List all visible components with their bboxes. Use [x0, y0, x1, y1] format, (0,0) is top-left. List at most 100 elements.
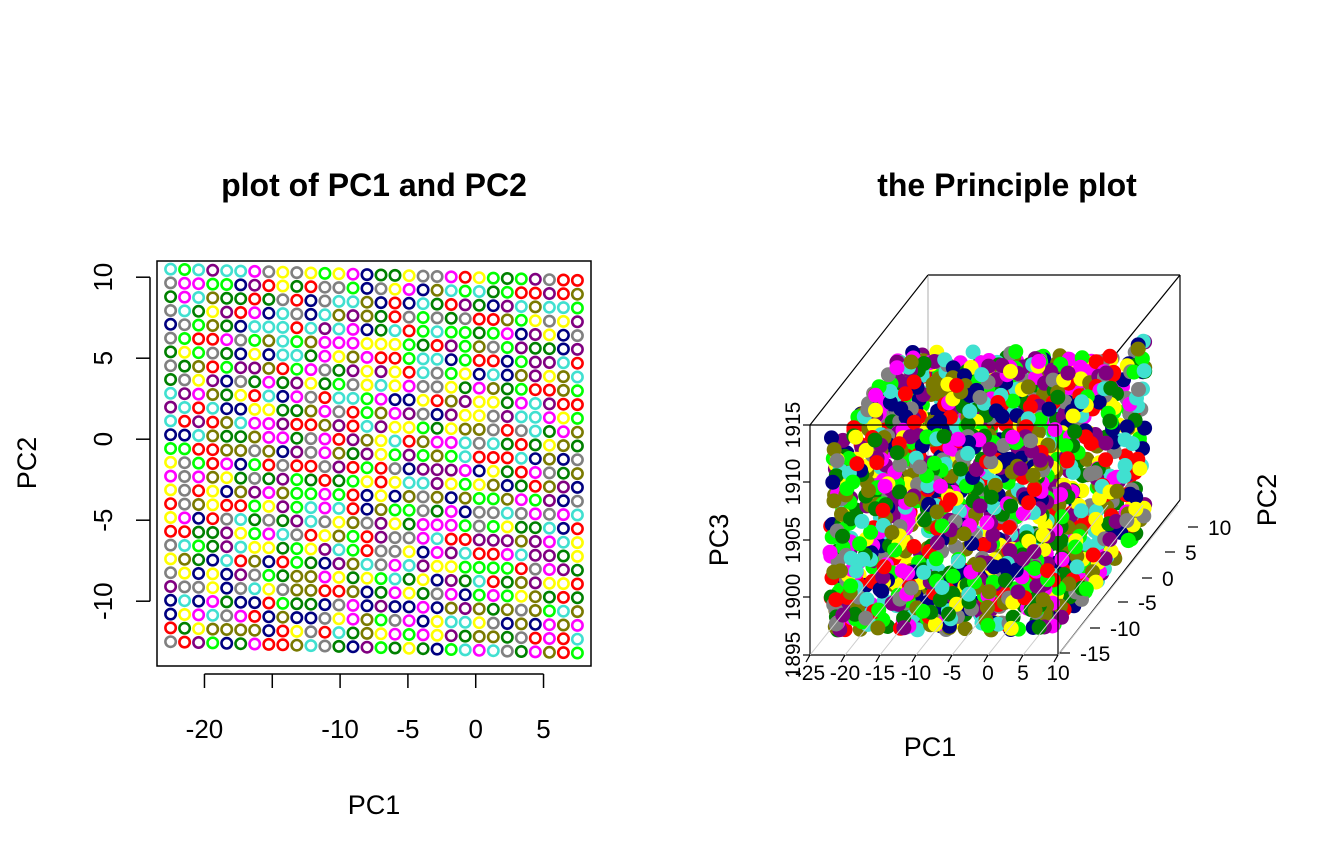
data-point	[318, 391, 332, 405]
data-point	[276, 431, 290, 445]
data-point	[276, 486, 290, 500]
data-point	[388, 531, 402, 545]
data-point	[528, 603, 542, 617]
data-point	[897, 386, 913, 402]
x-gridline	[915, 504, 1037, 656]
data-point	[950, 553, 966, 569]
data-point	[486, 506, 500, 520]
data-point	[430, 601, 444, 615]
data-point	[848, 563, 864, 579]
data-point	[542, 314, 556, 328]
data-point	[444, 270, 458, 284]
data-point	[388, 393, 402, 407]
data-point	[1103, 380, 1119, 396]
data-point	[178, 538, 192, 552]
data-point	[192, 318, 206, 332]
data-point	[458, 560, 472, 574]
data-point	[828, 592, 844, 608]
data-point	[444, 587, 458, 601]
data-point	[262, 499, 276, 513]
data-point	[388, 544, 402, 558]
data-point	[248, 637, 262, 651]
data-point	[528, 534, 542, 548]
data-point	[276, 417, 290, 431]
data-point	[360, 281, 374, 295]
data-point	[206, 401, 220, 415]
x-gridline	[1022, 504, 1144, 656]
data-point	[164, 400, 178, 414]
data-point	[514, 299, 528, 313]
data-point	[332, 363, 346, 377]
data-point	[556, 646, 570, 660]
data-point	[318, 598, 332, 612]
data-point	[304, 501, 318, 515]
data-point	[486, 395, 500, 409]
data-point	[458, 615, 472, 629]
data-point	[902, 429, 918, 445]
x-tick	[875, 654, 881, 663]
data-point	[206, 512, 220, 526]
data-point	[220, 609, 234, 623]
data-point	[542, 562, 556, 576]
data-point	[164, 372, 178, 386]
data-point	[486, 285, 500, 299]
data-point	[402, 641, 416, 655]
data-point	[1020, 379, 1036, 395]
data-point	[528, 493, 542, 507]
data-point	[290, 542, 304, 556]
data-point	[178, 594, 192, 608]
data-point	[528, 410, 542, 424]
data-point	[833, 563, 848, 579]
data-point	[472, 505, 486, 519]
data-point	[874, 583, 890, 599]
data-point	[318, 335, 332, 349]
data-point	[1102, 532, 1118, 547]
data-point	[402, 407, 416, 421]
data-point	[416, 379, 430, 393]
data-point	[402, 517, 416, 531]
data-point	[304, 528, 318, 542]
data-point	[262, 265, 276, 279]
data-point	[486, 271, 500, 285]
data-point	[570, 342, 584, 356]
data-point	[192, 428, 206, 442]
data-point	[388, 420, 402, 434]
data-point	[430, 407, 444, 421]
data-point	[262, 582, 276, 596]
data-point	[234, 471, 248, 485]
data-point	[234, 499, 248, 513]
data-point	[416, 393, 430, 407]
data-point	[374, 475, 388, 489]
data-point	[248, 402, 262, 416]
data-point	[416, 531, 430, 545]
data-point	[486, 354, 500, 368]
data-point	[192, 387, 206, 401]
data-point	[374, 461, 388, 475]
data-point	[262, 555, 276, 569]
data-point	[290, 293, 304, 307]
data-point	[444, 518, 458, 532]
data-point	[416, 573, 430, 587]
data-point	[234, 278, 248, 292]
data-point	[570, 549, 584, 563]
data-point	[974, 367, 990, 383]
data-point	[346, 557, 360, 571]
data-point	[346, 267, 360, 281]
data-point	[430, 463, 444, 477]
data-point	[304, 611, 318, 625]
data-point	[458, 519, 472, 533]
data-point	[206, 608, 220, 622]
data-point	[192, 525, 206, 539]
data-point	[332, 626, 346, 640]
data-point	[346, 460, 360, 474]
data-point	[894, 563, 910, 579]
data-point	[870, 620, 886, 636]
data-point	[542, 273, 556, 287]
data-point	[276, 307, 290, 321]
data-point	[514, 562, 528, 576]
data-point	[318, 460, 332, 474]
data-point	[444, 642, 458, 656]
data-point	[1005, 609, 1021, 625]
data-point	[332, 377, 346, 391]
data-point	[318, 349, 332, 363]
